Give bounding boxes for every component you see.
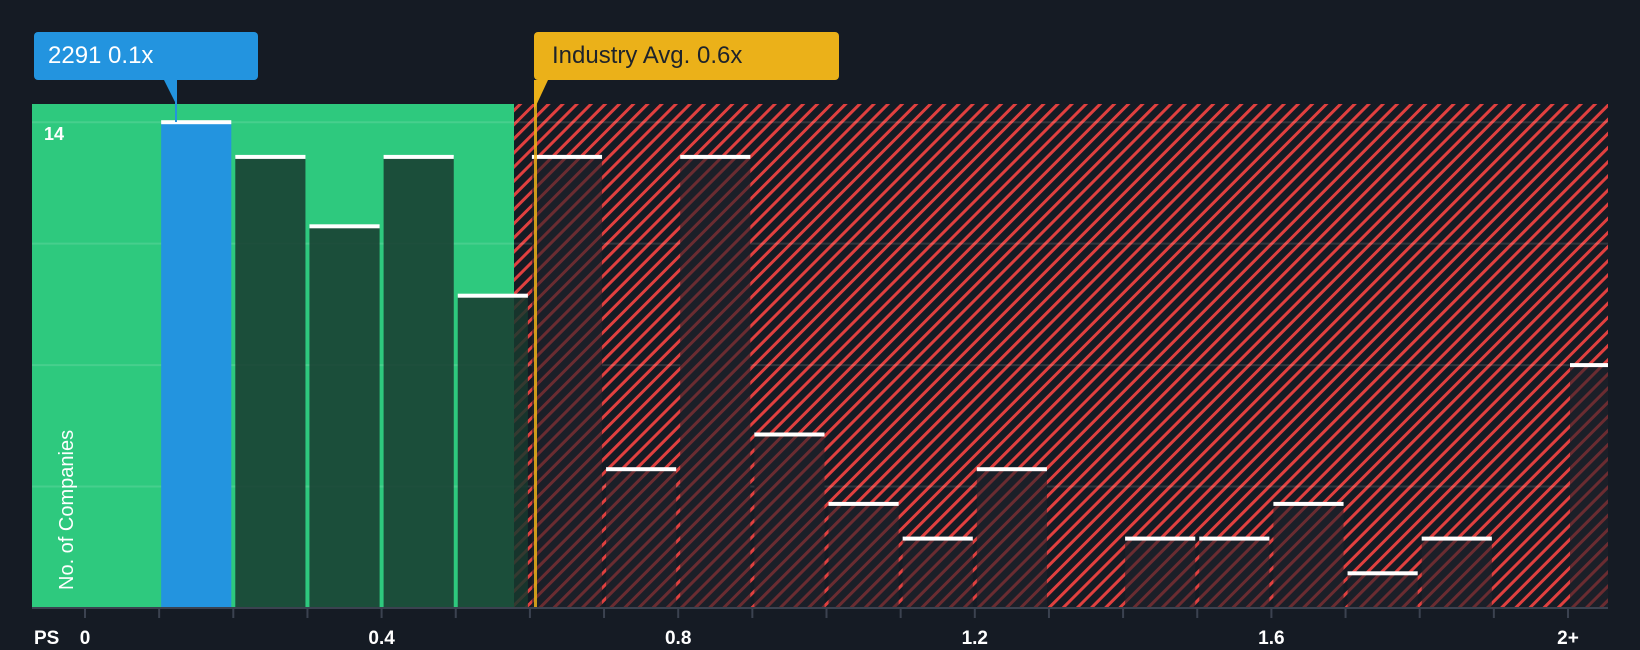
industry-callout-tail <box>534 80 548 110</box>
x-axis-ticks <box>84 609 1569 618</box>
company-callout: 2291 0.1x <box>34 32 258 80</box>
x-tick-label: 0.4 <box>368 628 395 649</box>
histogram-bar <box>1273 503 1344 608</box>
histogram-bar <box>680 156 751 608</box>
bar-cap <box>606 467 677 472</box>
histogram-bar <box>754 434 825 608</box>
histogram-bar <box>1125 538 1196 608</box>
x-tick-label: 1.6 <box>1258 628 1285 649</box>
bar-cap <box>1421 536 1492 541</box>
highlighted-bar <box>161 122 232 608</box>
bars <box>161 120 1608 609</box>
histogram-bar <box>902 538 973 608</box>
industry-avg-line <box>534 104 537 608</box>
histogram-bar <box>976 469 1047 608</box>
x-tick-label: 0 <box>79 628 91 649</box>
bar-cap <box>902 536 973 541</box>
bar-cap <box>1273 501 1344 506</box>
bar-cap <box>680 154 751 159</box>
histogram-bar <box>1199 538 1270 608</box>
company-callout-tail <box>164 80 176 104</box>
histogram-bar <box>457 295 528 608</box>
y-tick-label: 14 <box>44 124 65 144</box>
x-tick-label: 1.2 <box>961 628 989 649</box>
industry-avg-callout: Industry Avg. 0.6x <box>534 32 839 80</box>
histogram-bar <box>1570 365 1608 608</box>
histogram-bar <box>606 469 677 608</box>
bar-cap <box>309 224 380 229</box>
y-axis-label: No. of Companies <box>56 429 78 590</box>
x-tick-label: 0.8 <box>664 628 692 649</box>
histogram-bar <box>235 156 306 608</box>
bar-cap <box>1570 363 1608 368</box>
bar-cap <box>531 154 603 159</box>
x-tick-label: 2+ <box>1557 628 1579 649</box>
bar-cap <box>383 154 454 159</box>
bar-cap <box>1125 536 1196 541</box>
bar-cap <box>1347 571 1418 576</box>
histogram-bar <box>828 503 899 608</box>
bar-cap <box>1199 536 1270 541</box>
bar-cap <box>161 120 232 125</box>
histogram-bar <box>1347 573 1418 608</box>
bar-cap <box>235 154 306 159</box>
histogram-bar <box>531 156 603 608</box>
bar-cap <box>976 467 1047 472</box>
x-axis-prefix: PS <box>34 628 60 649</box>
bar-cap <box>828 501 899 506</box>
overvalued-zone <box>514 104 1608 608</box>
histogram-bar <box>383 156 454 608</box>
histogram-bar <box>1421 538 1492 608</box>
bar-cap <box>754 432 825 437</box>
histogram-bar <box>309 226 380 609</box>
bar-cap <box>457 293 528 298</box>
